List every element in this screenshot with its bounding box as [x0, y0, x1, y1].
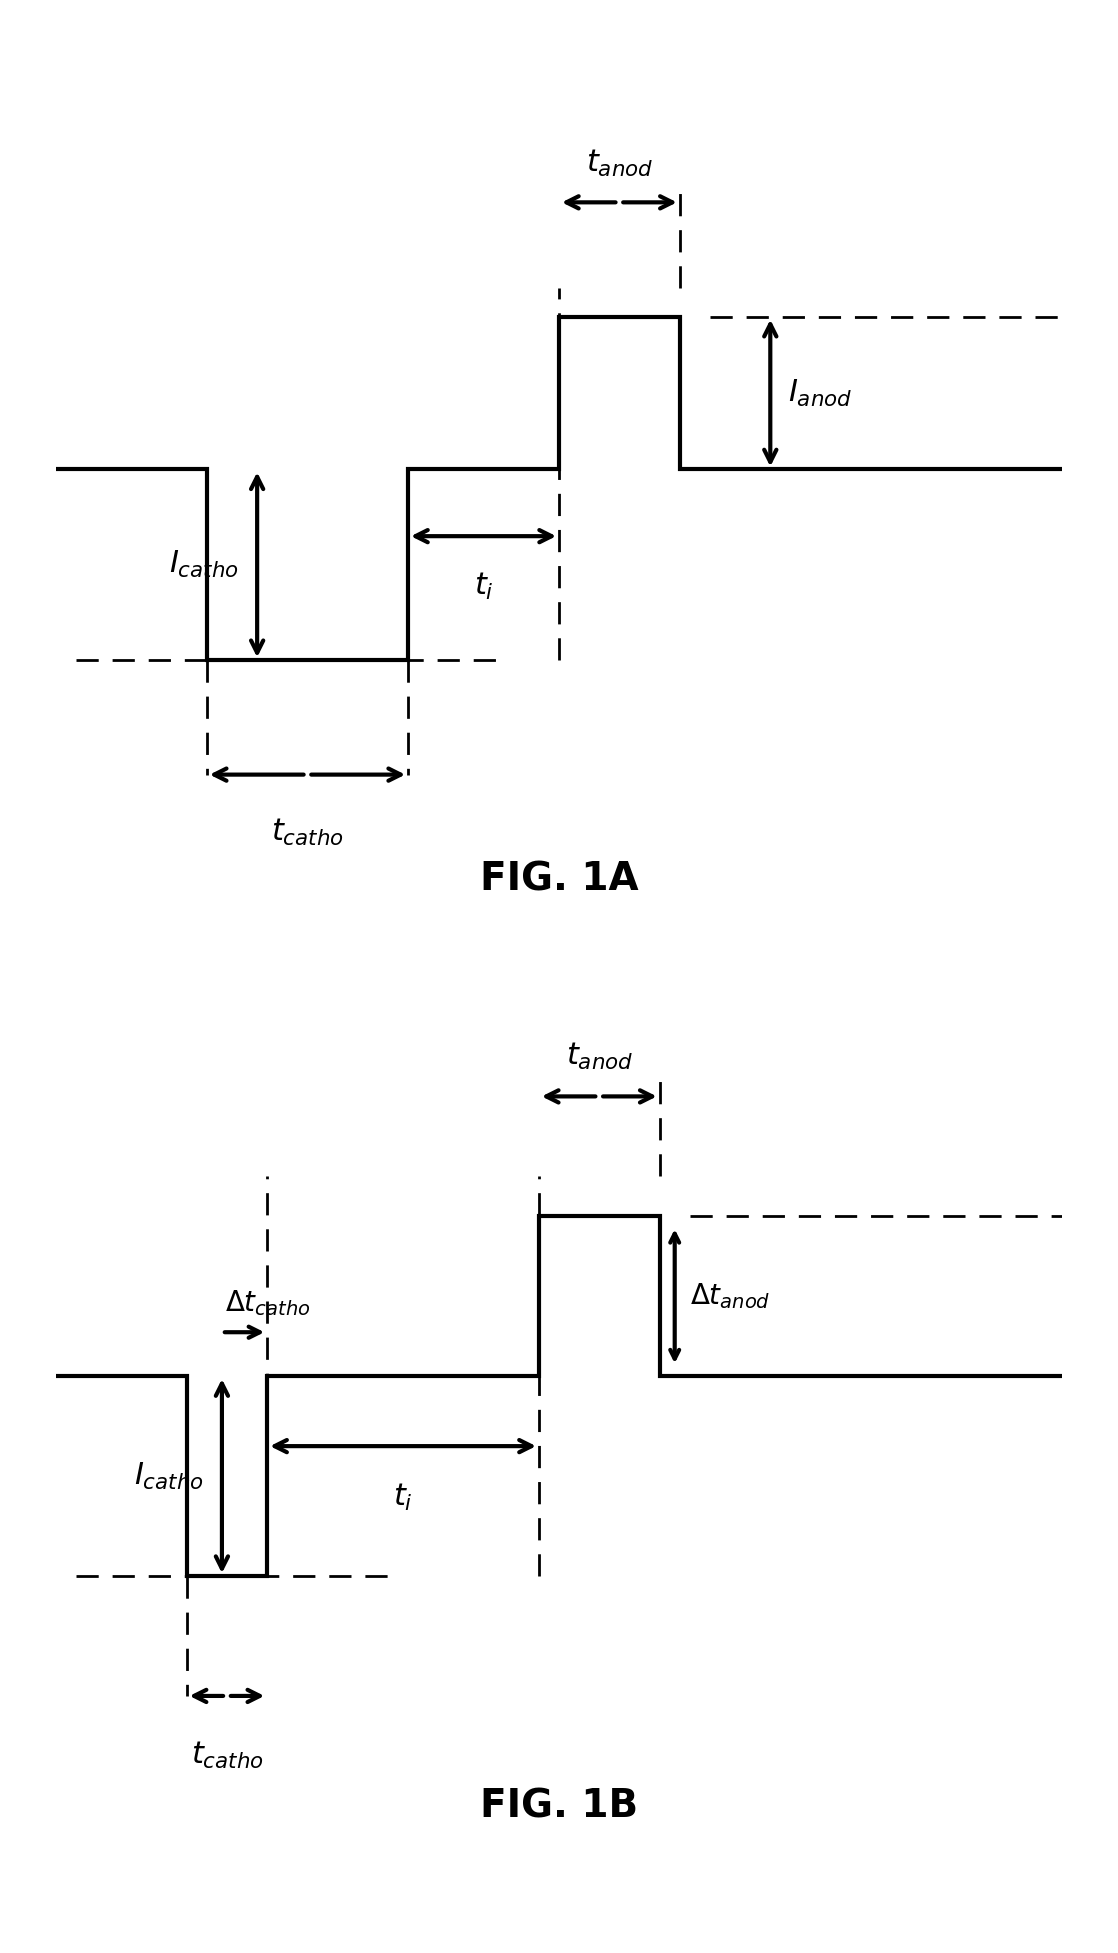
Text: $t_{catho}$: $t_{catho}$ — [190, 1740, 264, 1771]
Text: $I_{catho}$: $I_{catho}$ — [169, 549, 239, 580]
Text: $I_{catho}$: $I_{catho}$ — [134, 1461, 203, 1492]
Text: FIG. 1B: FIG. 1B — [480, 1787, 638, 1826]
Text: $t_{anod}$: $t_{anod}$ — [586, 148, 653, 180]
Text: $t_{i}$: $t_{i}$ — [474, 570, 493, 602]
Text: $\Delta t_{anod}$: $\Delta t_{anod}$ — [690, 1281, 770, 1310]
Text: FIG. 1A: FIG. 1A — [480, 861, 638, 898]
Text: $\Delta t_{catho}$: $\Delta t_{catho}$ — [225, 1289, 311, 1318]
Text: $t_{anod}$: $t_{anod}$ — [566, 1041, 633, 1072]
Text: $t_{catho}$: $t_{catho}$ — [271, 816, 344, 848]
Text: $t_{i}$: $t_{i}$ — [394, 1482, 413, 1514]
Text: $I_{anod}$: $I_{anod}$ — [788, 377, 853, 408]
